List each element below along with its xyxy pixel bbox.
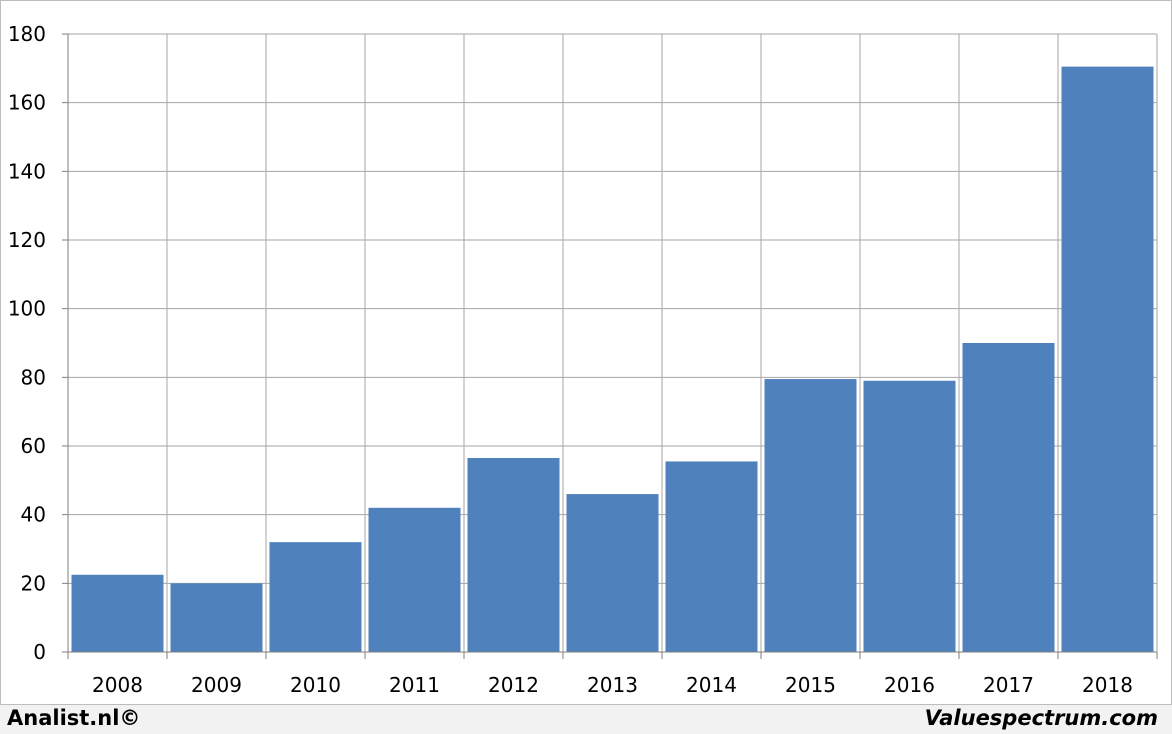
bar	[368, 507, 461, 652]
bar	[665, 461, 758, 652]
x-tick-label: 2015	[785, 673, 836, 697]
bar	[269, 542, 362, 652]
x-tick-label: 2016	[884, 673, 935, 697]
bars	[71, 66, 1154, 652]
bar	[71, 574, 164, 652]
y-tick-label: 0	[33, 640, 46, 664]
x-tick-label: 2010	[290, 673, 341, 697]
y-tick-labels: 0 20 40 60 80 100 120 140 160 180	[8, 22, 46, 664]
x-tick-label: 2012	[488, 673, 539, 697]
x-tick-label: 2009	[191, 673, 242, 697]
x-tick-label: 2013	[587, 673, 638, 697]
x-tick-label: 2018	[1082, 673, 1133, 697]
bar	[170, 583, 263, 652]
bar	[1061, 66, 1154, 652]
y-tick-label: 80	[21, 365, 46, 389]
x-tick-labels: 2008 2009 2010 2011 2012 2013 2014 2015 2016 2017…	[92, 673, 1133, 697]
footer-source-right: Valuespectrum.com	[924, 706, 1158, 730]
bar	[962, 343, 1055, 652]
y-tick-label: 100	[8, 297, 46, 321]
bar	[764, 379, 857, 652]
y-tick-label: 180	[8, 22, 46, 46]
footer-source-left: Analist.nl©	[7, 706, 141, 730]
x-tick-label: 2017	[983, 673, 1034, 697]
bar	[566, 494, 659, 652]
y-tick-label: 140	[8, 159, 46, 183]
y-tick-label: 120	[8, 228, 46, 252]
bar	[863, 380, 956, 652]
y-tick-label: 160	[8, 91, 46, 115]
y-tick-label: 20	[21, 571, 46, 595]
y-tick-label: 40	[21, 503, 46, 527]
x-tick-label: 2011	[389, 673, 440, 697]
x-tick-label: 2014	[686, 673, 737, 697]
bar	[467, 458, 560, 652]
x-tick-label: 2008	[92, 673, 143, 697]
y-tick-label: 60	[21, 434, 46, 458]
axes	[62, 33, 1158, 659]
